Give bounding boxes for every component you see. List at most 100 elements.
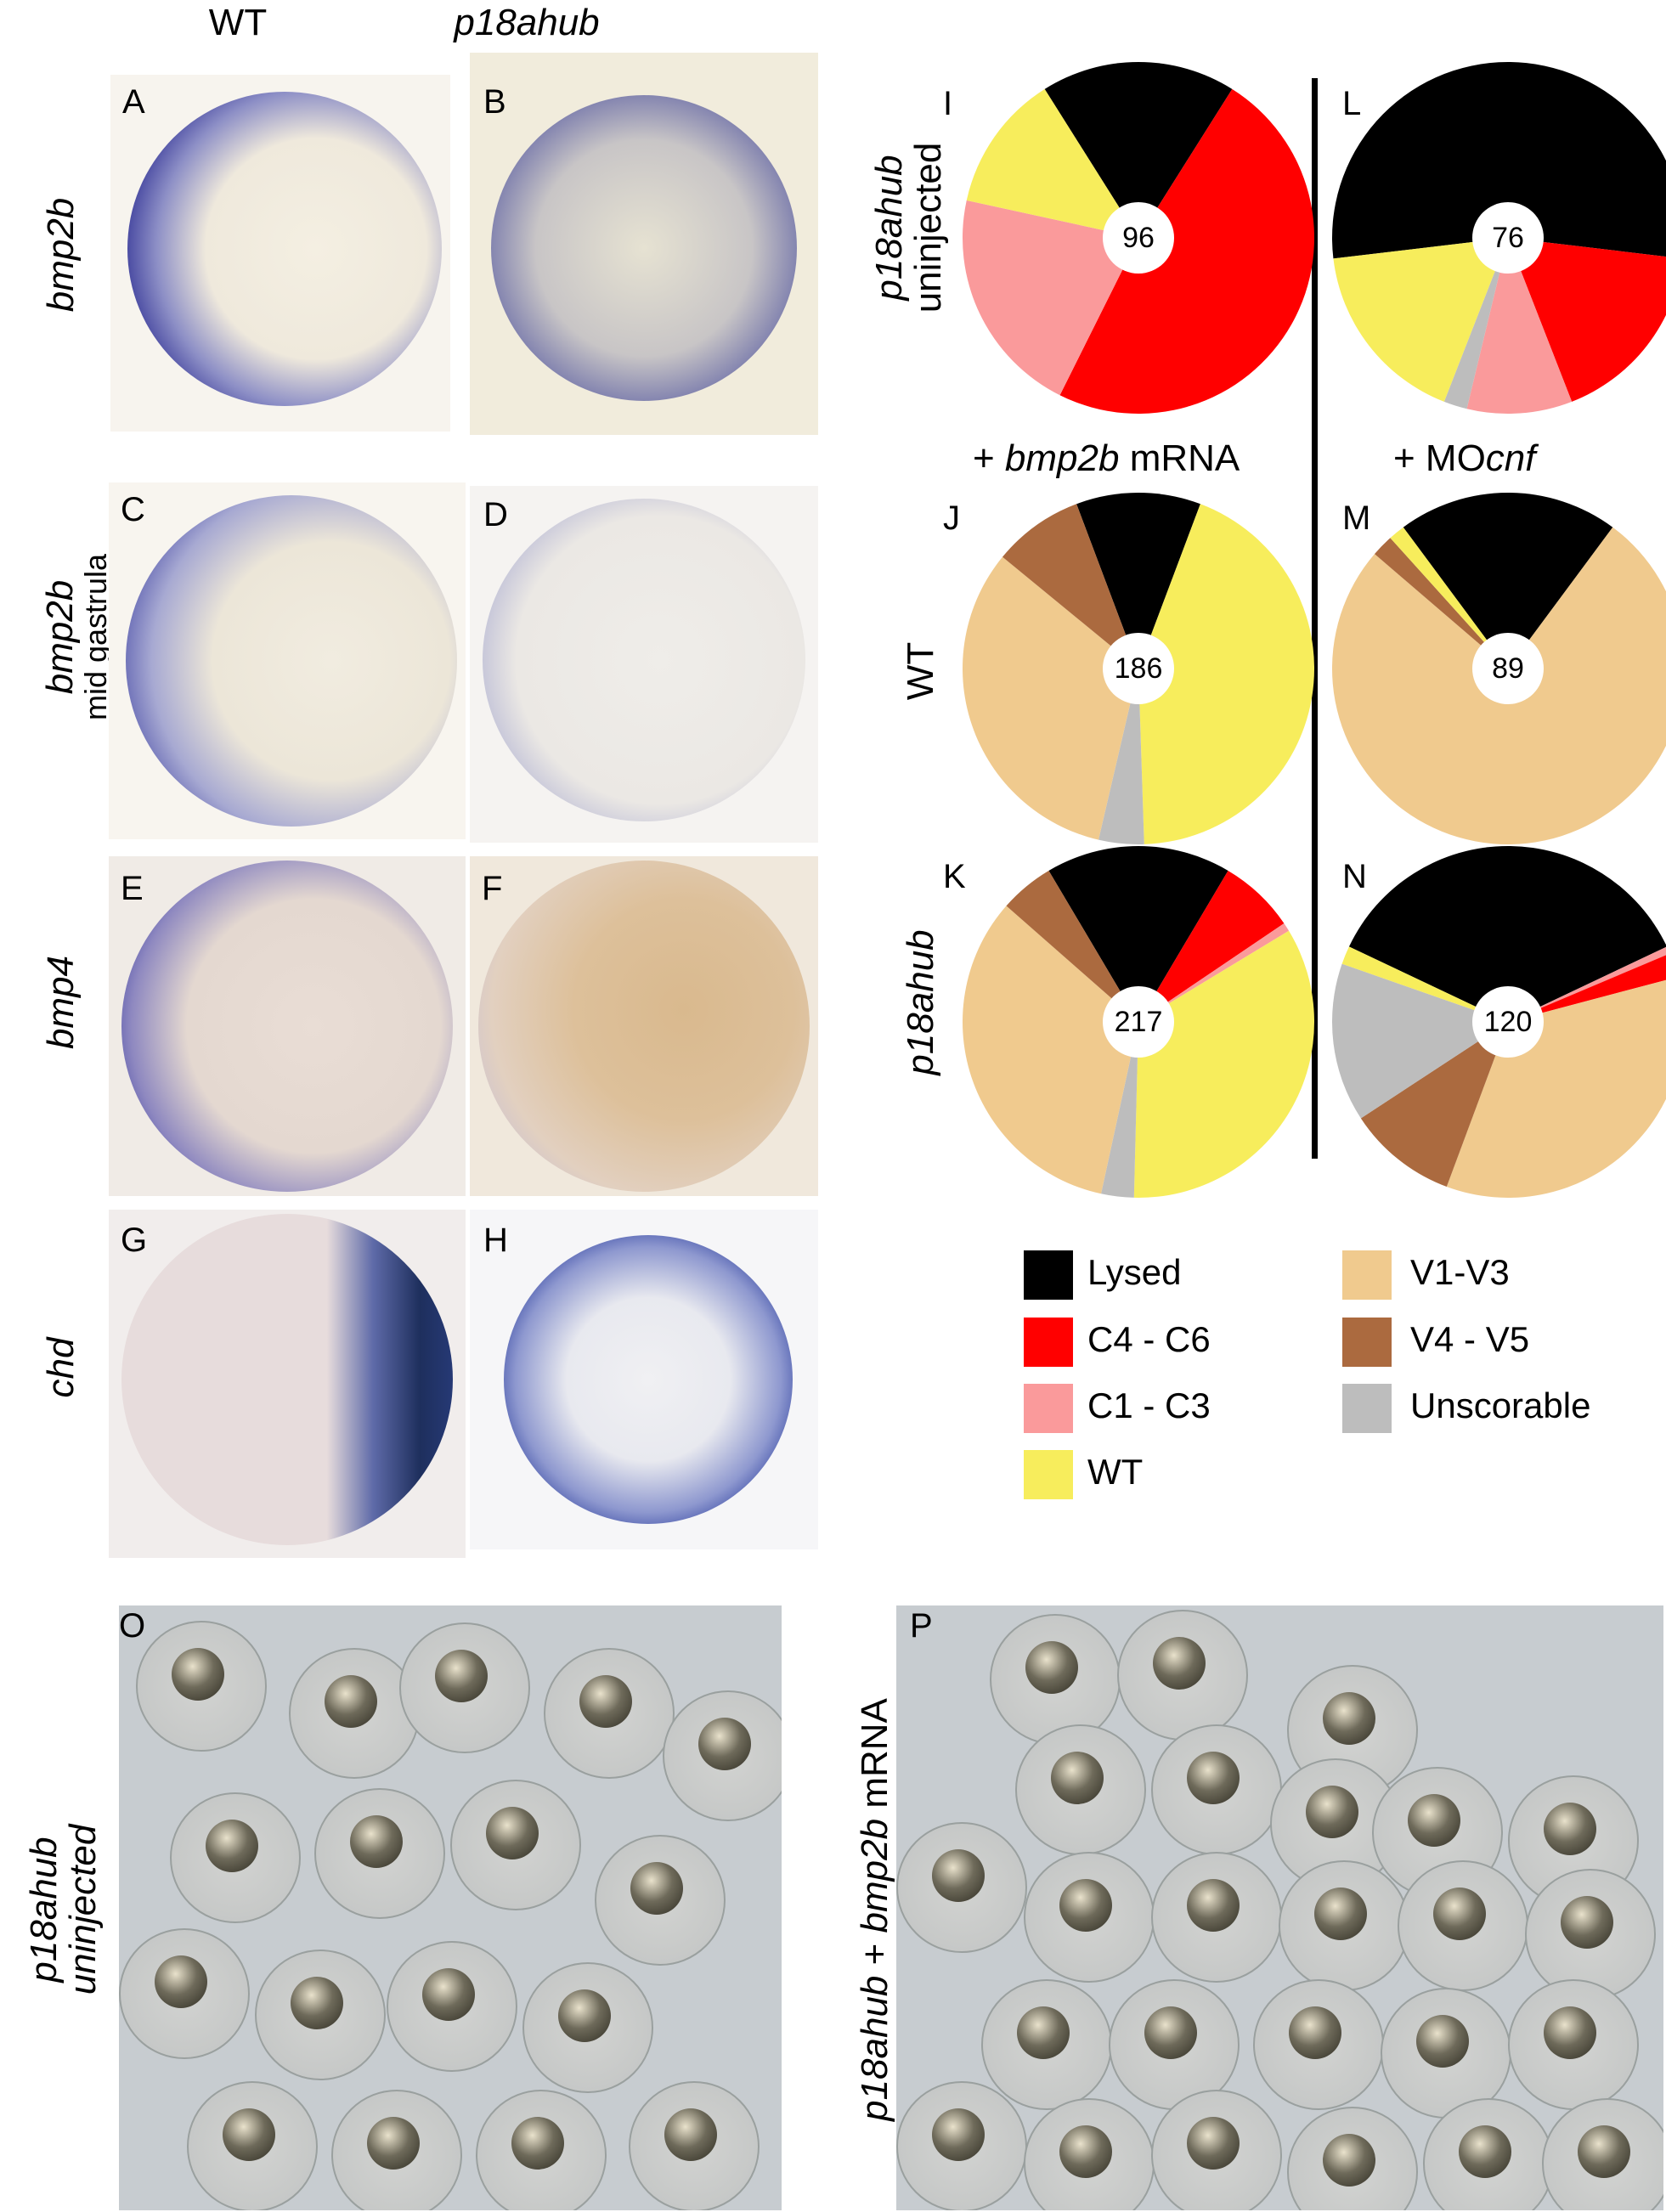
photo-o-embryo <box>331 2090 462 2210</box>
row-label-bmp2b-text: bmp2b <box>39 197 82 313</box>
photo-p-embryo <box>896 2081 1027 2210</box>
legend-label-v4v5: V4 - V5 <box>1410 1319 1530 1359</box>
row-label-bmp2b: bmp2b <box>39 197 82 313</box>
photo-o-embryo <box>544 1648 675 1779</box>
photo-p-yolk <box>1187 1752 1240 1804</box>
photo-p-yolk <box>1459 2125 1511 2178</box>
condition-bmp2b-gene: bmp2b <box>1004 437 1120 479</box>
panel-letter-i: I <box>943 85 953 122</box>
photo-p-yolk <box>1051 1752 1104 1804</box>
photo-p-embryo <box>1508 1979 1639 2110</box>
legend-label-lysed: Lysed <box>1087 1252 1182 1292</box>
pie-total-n: 120 <box>1472 986 1544 1058</box>
photo-p-yolk <box>1017 2006 1070 2059</box>
pie-total-l: 76 <box>1472 202 1544 274</box>
photo-p-embryo <box>1279 1860 1409 1991</box>
pie-slice-k-v1-v3 <box>963 906 1138 1194</box>
panel-f-image: F <box>470 856 818 1196</box>
pie-row-label-i-line2: uninjected <box>907 142 949 313</box>
photo-p-embryo <box>1151 1724 1282 1855</box>
photo-p-yolk <box>1187 2117 1240 2170</box>
legend-swatch-v1v3 <box>1342 1250 1392 1300</box>
embryo-a <box>127 92 442 406</box>
photo-p-yolk <box>1144 2006 1197 2059</box>
photo-o-yolk <box>664 2108 717 2161</box>
photo-label-p-post: mRNA <box>853 1698 895 1819</box>
panel-e-image: E <box>109 856 466 1196</box>
divider-line <box>1312 78 1318 1159</box>
pie-row-label-j: WT <box>899 641 941 701</box>
pie-total-k: 217 <box>1103 986 1174 1058</box>
legend-swatch-unscorable <box>1342 1384 1392 1433</box>
photo-p-yolk <box>1561 1896 1613 1949</box>
photo-p-embryo <box>1253 1979 1384 2110</box>
photo-o-yolk <box>486 1807 539 1859</box>
embryo-h <box>504 1235 793 1524</box>
photo-p-embryo <box>981 1979 1112 2110</box>
photo-o-yolk <box>350 1815 403 1868</box>
photo-o-yolk <box>223 2108 275 2161</box>
photo-label-p-mid: + <box>853 1933 895 1976</box>
panel-letter-n: N <box>1342 858 1367 895</box>
pie-total-j: 186 <box>1103 633 1174 704</box>
panel-h-image: H <box>470 1210 818 1549</box>
photo-p-yolk <box>1306 1786 1358 1838</box>
panel-letter-d: D <box>483 496 508 533</box>
photo-p-embryo <box>1117 1610 1248 1741</box>
photo-o-yolk <box>630 1862 683 1915</box>
photo-o-yolk <box>172 1648 224 1701</box>
legend-label-v1v3: V1-V3 <box>1410 1252 1510 1292</box>
legend-swatch-wt <box>1024 1450 1073 1499</box>
photo-p-yolk <box>1187 1879 1240 1932</box>
panel-letter-b: B <box>483 83 506 121</box>
legend-swatch-lysed <box>1024 1250 1073 1300</box>
photo-p-yolk <box>1289 2006 1341 2059</box>
pie-row-label-i-line1: p18ahub <box>867 155 910 301</box>
photo-p-yolk <box>1323 2134 1375 2187</box>
photo-p-yolk <box>1059 1879 1112 1932</box>
pie-total-m: 89 <box>1472 633 1544 704</box>
embryo-c <box>126 495 457 827</box>
photo-p-yolk <box>1578 2125 1630 2178</box>
photo-o-embryo <box>289 1648 420 1779</box>
legend-label-c1c3: C1 - C3 <box>1087 1385 1211 1425</box>
pie-row-label-i: p18ahub uninjected <box>867 142 949 313</box>
photo-label-p-pre: p18ahub <box>853 1975 895 2121</box>
panel-c-image: C <box>109 482 466 839</box>
photo-p-embryo <box>1398 1860 1528 1991</box>
legend-label-c4c6: C4 - C6 <box>1087 1319 1211 1359</box>
photo-o-yolk <box>579 1675 632 1728</box>
panel-letter-p: P <box>910 1607 933 1645</box>
photo-p-yolk <box>1025 1641 1078 1694</box>
photo-o-yolk <box>511 2117 564 2170</box>
photo-p-yolk <box>932 2108 985 2161</box>
embryo-f <box>478 861 810 1192</box>
row-label-stage: mid gastrula <box>78 553 114 721</box>
panel-o-photo: O <box>119 1605 782 2210</box>
panel-letter-g: G <box>121 1222 148 1259</box>
photo-p-embryo <box>1542 2098 1663 2210</box>
panel-letter-c: C <box>121 491 145 528</box>
column-header-p18ahub: p18ahub <box>454 2 600 43</box>
row-label-chd: chd <box>40 1338 82 1398</box>
photo-p-yolk <box>1059 2125 1112 2178</box>
photo-p-yolk <box>1153 1637 1206 1690</box>
legend-label-unscorable: Unscorable <box>1410 1385 1591 1425</box>
photo-p-embryo <box>1381 1988 1511 2119</box>
photo-label-o-line2: uninjected <box>62 1824 104 1995</box>
panel-letter-k: K <box>943 858 966 895</box>
panel-d-image: D <box>470 486 818 843</box>
photo-o-yolk <box>367 2117 420 2170</box>
photo-o-yolk <box>558 1989 611 2042</box>
condition-mo-pre: + MO <box>1393 437 1486 479</box>
photo-o-embryo <box>522 1962 653 2093</box>
condition-bmp2b-pre: + <box>973 437 1005 479</box>
pie-slice-k-wt <box>1133 930 1314 1198</box>
photo-p-yolk <box>1433 1888 1486 1940</box>
photo-row-label-p: p18ahub + bmp2b mRNA <box>853 1698 895 2121</box>
photo-p-embryo <box>1423 2098 1554 2210</box>
photo-o-yolk <box>291 1977 343 2029</box>
photo-o-embryo <box>387 1941 517 2072</box>
panel-letter-j: J <box>943 499 960 537</box>
photo-p-embryo <box>1151 2090 1282 2210</box>
